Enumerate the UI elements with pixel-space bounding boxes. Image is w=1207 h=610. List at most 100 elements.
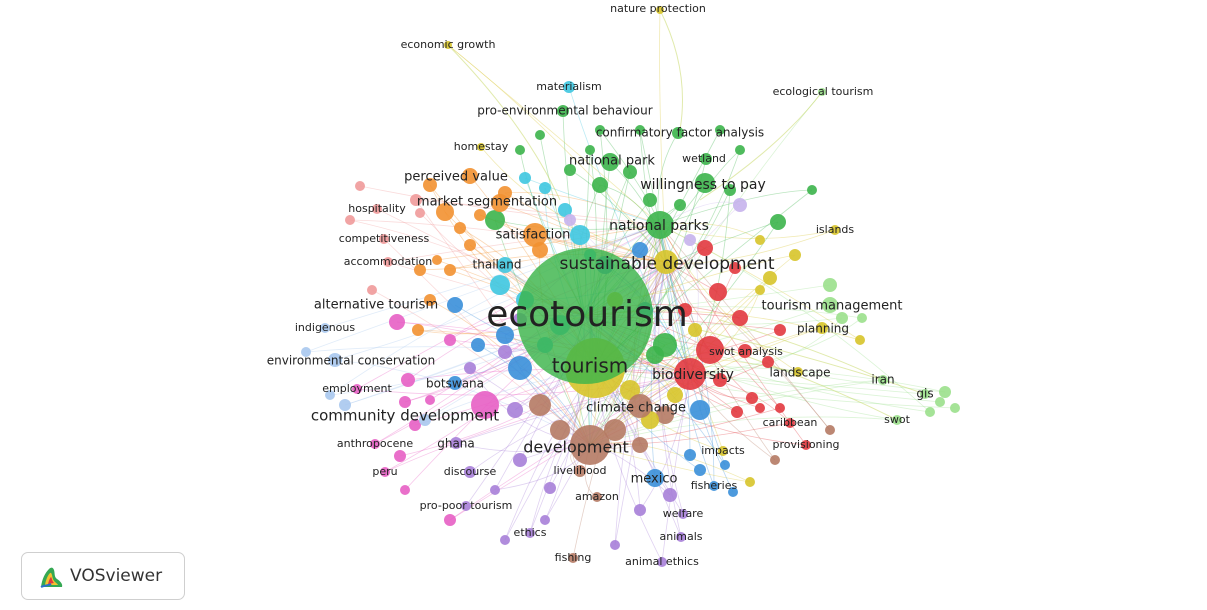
network-node[interactable] — [731, 406, 743, 418]
label-islands[interactable]: islands — [816, 223, 855, 236]
network-node[interactable] — [763, 271, 777, 285]
network-node[interactable] — [544, 482, 556, 494]
label-peru[interactable]: peru — [372, 465, 397, 478]
label-botswana[interactable]: botswana — [426, 377, 484, 391]
network-node[interactable] — [857, 313, 867, 323]
node-ecotourism[interactable] — [517, 248, 653, 384]
network-node[interactable] — [436, 203, 454, 221]
network-node[interactable] — [620, 380, 640, 400]
node-impacts[interactable] — [718, 446, 728, 456]
network-node[interactable] — [498, 345, 512, 359]
node-biodiversity[interactable] — [674, 358, 706, 390]
network-node[interactable] — [643, 193, 657, 207]
node-homestay[interactable] — [477, 143, 485, 151]
label-anthropocene[interactable]: anthropocene — [337, 437, 414, 450]
node-satisfaction[interactable] — [523, 223, 547, 247]
node-economic-growth[interactable] — [444, 41, 452, 49]
network-node[interactable] — [939, 386, 951, 398]
network-node[interactable] — [399, 396, 411, 408]
node-climate-change[interactable] — [628, 394, 652, 418]
network-node[interactable] — [389, 314, 405, 330]
network-node[interactable] — [715, 125, 725, 135]
network-node[interactable] — [635, 125, 645, 135]
network-node[interactable] — [836, 312, 848, 324]
network-node[interactable] — [564, 164, 576, 176]
label-sustainable-development[interactable]: sustainable development — [559, 254, 774, 274]
network-node[interactable] — [394, 450, 406, 462]
label-economic-growth[interactable]: economic growth — [401, 38, 496, 51]
network-node[interactable] — [507, 402, 523, 418]
network-node[interactable] — [690, 400, 710, 420]
label-fisheries[interactable]: fisheries — [691, 479, 738, 492]
network-node[interactable] — [464, 362, 476, 374]
network-node[interactable] — [684, 234, 696, 246]
label-thailand[interactable]: thailand — [473, 258, 522, 272]
network-node[interactable] — [539, 182, 551, 194]
label-community-development[interactable]: community development — [311, 407, 499, 425]
network-node[interactable] — [424, 294, 436, 306]
network-node[interactable] — [667, 387, 683, 403]
node-iran[interactable] — [878, 375, 888, 385]
label-homestay[interactable]: homestay — [454, 140, 509, 153]
node-caribbean[interactable] — [785, 418, 795, 428]
network-node[interactable] — [432, 255, 442, 265]
network-node[interactable] — [728, 487, 738, 497]
network-node[interactable] — [595, 125, 605, 135]
node-landscape[interactable] — [793, 367, 803, 377]
network-node[interactable] — [444, 334, 456, 346]
network-node[interactable] — [745, 477, 755, 487]
network-node[interactable] — [746, 392, 758, 404]
network-node[interactable] — [515, 145, 525, 155]
network-node[interactable] — [732, 310, 748, 326]
label-hospitality[interactable]: hospitality — [348, 202, 406, 215]
network-node[interactable] — [485, 210, 505, 230]
network-node[interactable] — [412, 324, 424, 336]
network-node[interactable] — [550, 420, 570, 440]
network-node[interactable] — [770, 455, 780, 465]
node-materialism[interactable] — [563, 81, 575, 93]
label-confirmatory-factor-analysis[interactable]: confirmatory factor analysis — [596, 126, 764, 140]
label-swot[interactable]: swot — [884, 413, 910, 426]
network-node[interactable] — [585, 145, 595, 155]
label-caribbean[interactable]: caribbean — [763, 416, 818, 429]
label-animals[interactable]: animals — [659, 530, 702, 543]
node-employment[interactable] — [352, 384, 362, 394]
network-node[interactable] — [592, 177, 608, 193]
node-market-segmentation[interactable] — [491, 194, 509, 212]
label-accommodation[interactable]: accommodation — [344, 255, 433, 268]
network-node[interactable] — [444, 264, 456, 276]
node-swot[interactable] — [892, 415, 902, 425]
label-tourism-management[interactable]: tourism management — [762, 299, 903, 314]
node-gis[interactable] — [920, 389, 930, 399]
node-provisioning[interactable] — [801, 440, 811, 450]
network-node[interactable] — [634, 504, 646, 516]
network-node[interactable] — [444, 514, 456, 526]
node-amazon[interactable] — [592, 492, 602, 502]
network-node[interactable] — [656, 406, 674, 424]
network-node[interactable] — [564, 214, 576, 226]
node-fisheries[interactable] — [709, 481, 719, 491]
node-anthropocene[interactable] — [370, 439, 380, 449]
label-animal-ethics[interactable]: animal ethics — [625, 555, 699, 568]
network-node[interactable] — [535, 130, 545, 140]
label-fishing[interactable]: fishing — [555, 551, 592, 564]
node-animals[interactable] — [676, 532, 686, 542]
node-tourism-management[interactable] — [822, 297, 838, 313]
node-mexico[interactable] — [646, 469, 664, 487]
node-community-development[interactable] — [471, 391, 499, 419]
label-tourism[interactable]: tourism — [552, 354, 628, 378]
label-market-segmentation[interactable]: market segmentation — [417, 195, 557, 210]
node-environmental-conservation[interactable] — [328, 353, 342, 367]
label-livelihood[interactable]: livelihood — [554, 464, 607, 477]
network-node[interactable] — [935, 397, 945, 407]
label-ethics[interactable]: ethics — [514, 526, 547, 539]
label-pro-environmental-behaviour[interactable]: pro-environmental behaviour — [477, 104, 652, 118]
node-willingness-to-pay[interactable] — [695, 173, 715, 193]
label-national-parks[interactable]: national parks — [609, 218, 709, 234]
label-gis[interactable]: gis — [916, 387, 933, 401]
node-ethics[interactable] — [525, 528, 535, 538]
node-animal-ethics[interactable] — [657, 557, 667, 567]
network-node[interactable] — [325, 390, 335, 400]
node-swot-analysis[interactable] — [738, 344, 752, 358]
